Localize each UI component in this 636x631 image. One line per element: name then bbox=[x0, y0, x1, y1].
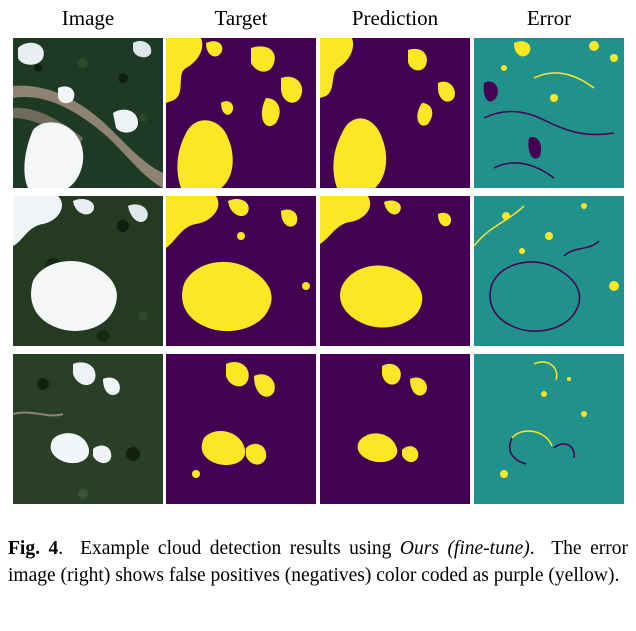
satellite-image-1 bbox=[13, 38, 163, 188]
satellite-image-2 bbox=[13, 196, 163, 346]
prediction-mask-1 bbox=[320, 38, 470, 188]
column-header-image: Image bbox=[61, 6, 115, 30]
target-mask-2 bbox=[166, 196, 316, 346]
caption-method: Ours (fine-tune) bbox=[399, 538, 530, 559]
satellite-image-3 bbox=[13, 354, 163, 504]
column-header-error: Error bbox=[526, 6, 572, 30]
column-header-target: Target bbox=[214, 6, 268, 30]
target-mask-3 bbox=[166, 354, 316, 504]
figure-label: Fig. 4 bbox=[8, 538, 59, 559]
target-mask-1 bbox=[166, 38, 316, 188]
caption-text-1: Example cloud detection results using bbox=[63, 538, 400, 559]
prediction-mask-3 bbox=[320, 354, 470, 504]
caption-text-2: . The error image (right) shows false po… bbox=[8, 538, 633, 586]
prediction-mask-2 bbox=[320, 196, 470, 346]
figure-caption: Fig. 4. Example cloud detection results … bbox=[8, 535, 628, 589]
error-map-1 bbox=[474, 38, 624, 188]
caption-separator: . bbox=[58, 538, 64, 559]
error-map-3 bbox=[474, 354, 624, 504]
error-map-2 bbox=[474, 196, 624, 346]
column-header-prediction: Prediction bbox=[351, 6, 439, 30]
